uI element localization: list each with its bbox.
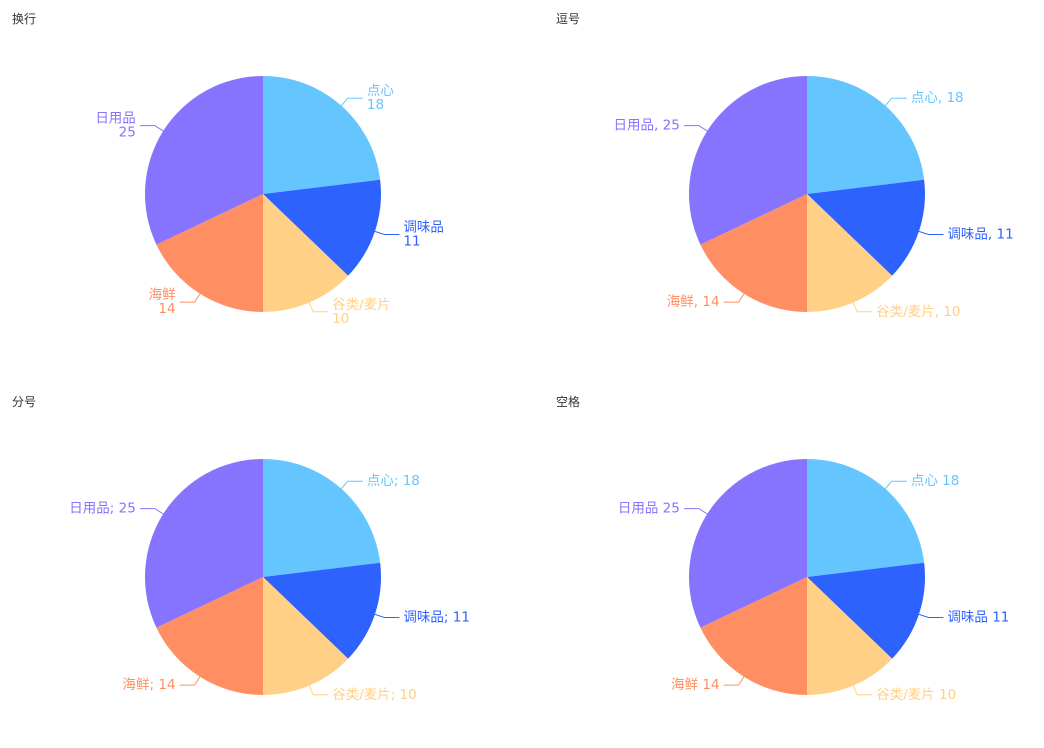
pie-slice[interactable] (700, 577, 807, 695)
pie-slice[interactable] (263, 459, 381, 577)
label-leader-line (723, 676, 745, 686)
slice-data-label: 谷类/麦片; 10 (332, 687, 417, 703)
slice-data-label: 调味品 11 (947, 610, 1009, 626)
slice-data-label: 海鲜 14 (671, 677, 719, 693)
slice-data-label: 日用品 25 (95, 111, 136, 141)
pie-slice[interactable] (807, 459, 925, 577)
pie-chart: 点心, 18 调味品, 11 谷类/麦片, 10 海鲜, 14 日用品, 25 (614, 76, 1014, 320)
pie-slice[interactable] (156, 194, 263, 312)
label-leader-line (340, 480, 363, 490)
pie-slice[interactable] (700, 194, 807, 312)
pie-panel-space: 空格 点心 18 调味品 11 谷类/麦片 10 海鲜 14 日用品 25 (544, 383, 1044, 748)
pie-chart: 点心 18 调味品 11 谷类/麦片 10 海鲜 14 日用品 25 (95, 76, 444, 327)
pie-panel-comma: 逗号 点心, 18 调味品, 11 谷类/麦片, 10 海鲜, 14 日用品, 25 (544, 0, 1044, 365)
label-leader-line (340, 97, 363, 107)
pie-panel-semicolon: 分号 点心; 18 调味品; 11 谷类/麦片; 10 海鲜; 14 日用品; 25 (0, 383, 522, 748)
slice-data-label: 海鲜; 14 (123, 677, 176, 693)
pie-panel-newline: 换行 点心 18 调味品 11 谷类/麦片 10 海鲜 14 日用品 25 (0, 0, 522, 365)
chart-title: 空格 (556, 395, 581, 409)
slice-data-label: 点心; 18 (367, 473, 420, 489)
label-leader-line (884, 97, 907, 107)
pie-slice[interactable] (263, 562, 381, 659)
slice-data-label: 日用品, 25 (614, 118, 680, 134)
pie-slice[interactable] (263, 577, 349, 695)
slice-data-label: 海鲜, 14 (667, 294, 720, 310)
slice-data-label: 谷类/麦片 10 (876, 687, 956, 703)
pie-slice[interactable] (807, 194, 893, 312)
pie-slice[interactable] (807, 76, 925, 194)
label-leader-line (374, 613, 400, 619)
pie-slice[interactable] (263, 76, 381, 194)
pie-slice[interactable] (807, 577, 893, 695)
label-leader-line (723, 293, 745, 303)
pie-slice[interactable] (807, 179, 925, 276)
label-leader-line (139, 508, 164, 515)
pie-slice[interactable] (688, 76, 807, 245)
pie-slice[interactable] (156, 577, 263, 695)
slice-data-label: 调味品, 11 (947, 227, 1013, 243)
label-leader-line (179, 676, 201, 686)
label-leader-line (683, 125, 708, 132)
pie-slice[interactable] (807, 562, 925, 659)
label-leader-line (884, 480, 907, 490)
slice-data-label: 日用品 25 (618, 501, 680, 517)
label-leader-line (918, 613, 944, 619)
pie-chart: 点心; 18 调味品; 11 谷类/麦片; 10 海鲜; 14 日用品; 25 (69, 459, 470, 703)
slice-data-label: 点心 18 (367, 83, 394, 113)
label-leader-line (683, 508, 708, 515)
label-leader-line (852, 302, 873, 313)
slice-data-label: 海鲜 14 (149, 287, 176, 317)
pie-slice[interactable] (144, 459, 263, 628)
label-leader-line (852, 685, 873, 696)
pie-slice[interactable] (263, 179, 381, 276)
chart-title: 换行 (12, 12, 37, 26)
slice-data-label: 日用品; 25 (69, 501, 136, 517)
slice-data-label: 调味品; 11 (403, 610, 470, 626)
slice-data-label: 谷类/麦片 10 (332, 297, 391, 327)
pie-slice[interactable] (263, 194, 349, 312)
label-leader-line (308, 302, 329, 313)
label-leader-line (179, 293, 201, 303)
pie-slice[interactable] (688, 459, 807, 628)
slice-data-label: 调味品 11 (403, 220, 444, 250)
pie-chart: 点心 18 调味品 11 谷类/麦片 10 海鲜 14 日用品 25 (618, 459, 1009, 703)
slice-data-label: 点心 18 (911, 473, 959, 489)
slice-data-label: 点心, 18 (911, 90, 964, 106)
chart-title: 逗号 (556, 12, 581, 26)
label-leader-line (918, 230, 944, 236)
label-leader-line (308, 685, 329, 696)
slice-data-label: 谷类/麦片, 10 (876, 304, 960, 320)
label-leader-line (374, 230, 400, 236)
chart-title: 分号 (12, 395, 37, 409)
label-leader-line (139, 125, 164, 132)
pie-slice[interactable] (144, 76, 263, 245)
